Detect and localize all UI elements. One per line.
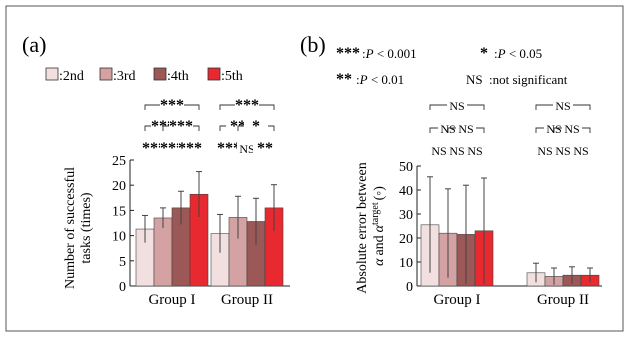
significance-label: NS xyxy=(431,144,446,158)
legend-swatch xyxy=(45,67,59,81)
significance-label: *** xyxy=(217,140,241,157)
y-tick-label: 10 xyxy=(399,256,413,271)
significance-label-bg xyxy=(465,142,485,156)
significance-label-bg xyxy=(456,120,476,134)
figure-frame xyxy=(5,5,624,332)
significance-label: * xyxy=(252,118,260,135)
significance-label-bg xyxy=(235,97,259,111)
significance-label-bg xyxy=(571,142,591,156)
y-tick-label: 40 xyxy=(399,184,413,199)
legend-label: :4th xyxy=(167,69,189,84)
significance-legend: ***:P < 0.001 * :P < 0.05 ** :P < 0.01 NS :not… xyxy=(336,45,568,88)
alpha-superscript-target: target xyxy=(370,202,381,225)
y-tick-label: 10 xyxy=(112,230,126,245)
alpha-symbol-1: α xyxy=(372,258,387,266)
legend-label: :5th xyxy=(221,69,243,84)
significance-label: ** xyxy=(257,140,273,157)
legend-label: :2nd xyxy=(59,69,84,84)
significance-label: *** xyxy=(169,118,193,135)
y-tick-label: 25 xyxy=(112,154,126,169)
significance-label: NS xyxy=(555,144,570,158)
significance-label: NS xyxy=(467,144,482,158)
significance-label-bg xyxy=(447,142,467,156)
significance-meaning: :P < 0.01 xyxy=(356,72,404,87)
alpha-symbol-2: α xyxy=(372,224,387,232)
significance-label: *** xyxy=(178,140,202,157)
significance-label-bg xyxy=(178,140,202,154)
significance-label: NS xyxy=(458,122,473,136)
y-tick-label: 30 xyxy=(399,208,413,223)
significance-label-bg xyxy=(535,142,555,156)
significance-meaning: :not significant xyxy=(489,72,568,87)
significance-meaning: :P < 0.05 xyxy=(494,46,542,61)
significance-label-bg xyxy=(544,120,564,134)
x-category-label: Group I xyxy=(433,292,480,308)
significance-marker: * xyxy=(480,45,488,62)
y-tick-label: 50 xyxy=(399,160,413,175)
y-axis-label-b-line1: Absolute error between xyxy=(355,162,370,293)
significance-label: NS xyxy=(537,144,552,158)
panel-label-a: (a) xyxy=(22,32,46,57)
significance-meaning: :P < 0.001 xyxy=(362,46,417,61)
y-tick-label: 0 xyxy=(119,280,126,295)
significance-label-bg xyxy=(429,142,449,156)
significance-label-bg xyxy=(553,97,573,111)
y-axis-label-a-line2: tasks (times) xyxy=(79,192,94,263)
legend-label: :3rd xyxy=(113,69,136,84)
significance-label: NS xyxy=(555,99,570,113)
significance-label: NS xyxy=(449,99,464,113)
significance-label-bg xyxy=(553,142,573,156)
significance-label: NS xyxy=(573,144,588,158)
y-axis-label-b: Absolute error between αandαtarget(◦) xyxy=(355,162,387,293)
x-category-label: Group II xyxy=(537,292,589,308)
y-tick-label: 0 xyxy=(406,280,413,295)
significance-marker: ** xyxy=(336,71,352,88)
legend-swatch xyxy=(207,67,221,81)
significance-label-bg xyxy=(237,140,257,154)
legend-swatch xyxy=(153,67,167,81)
y-tick-label: 5 xyxy=(119,255,126,270)
y-axis-label-a: Number of successful tasks (times) xyxy=(63,167,94,289)
y-tick-label: 20 xyxy=(399,232,413,247)
x-category-label: Group I xyxy=(148,292,195,308)
y-tick-label: 15 xyxy=(112,204,126,219)
significance-marker: *** xyxy=(336,45,360,62)
y-tick-label: 20 xyxy=(112,179,126,194)
significance-label: *** xyxy=(160,97,184,114)
significance-label-bg xyxy=(244,118,268,132)
y-axis-label-b-and: and xyxy=(372,235,387,255)
significance-label-bg xyxy=(562,120,582,134)
significance-label-bg xyxy=(438,120,458,134)
unit-degree: (◦) xyxy=(372,186,387,201)
y-axis-label-a-line1: Number of successful xyxy=(63,167,78,289)
significance-label: NS xyxy=(239,142,254,156)
significance-label: NS xyxy=(449,144,464,158)
significance-label: NS xyxy=(564,122,579,136)
significance-label-bg xyxy=(169,118,193,132)
significance-label-bg xyxy=(447,97,467,111)
y-axis-label-b-line2: αandαtarget(◦) xyxy=(370,186,387,266)
significance-label-bg xyxy=(217,140,241,154)
significance-label-bg xyxy=(253,140,277,154)
chart-panel-b: Absolute error between αandαtarget(◦) 01… xyxy=(355,97,602,308)
x-category-label: Group II xyxy=(221,292,273,308)
chart-panel-a: Number of successful tasks (times) 0 5 10 1… xyxy=(63,97,290,308)
significance-label: *** xyxy=(235,97,259,114)
series-legend: :2nd :3rd :4th :5th xyxy=(45,67,243,84)
legend-swatch xyxy=(99,67,113,81)
panel-label-b: (b) xyxy=(300,32,326,57)
bar xyxy=(153,217,173,287)
significance-label-bg xyxy=(160,97,184,111)
significance-marker: NS xyxy=(466,72,483,87)
